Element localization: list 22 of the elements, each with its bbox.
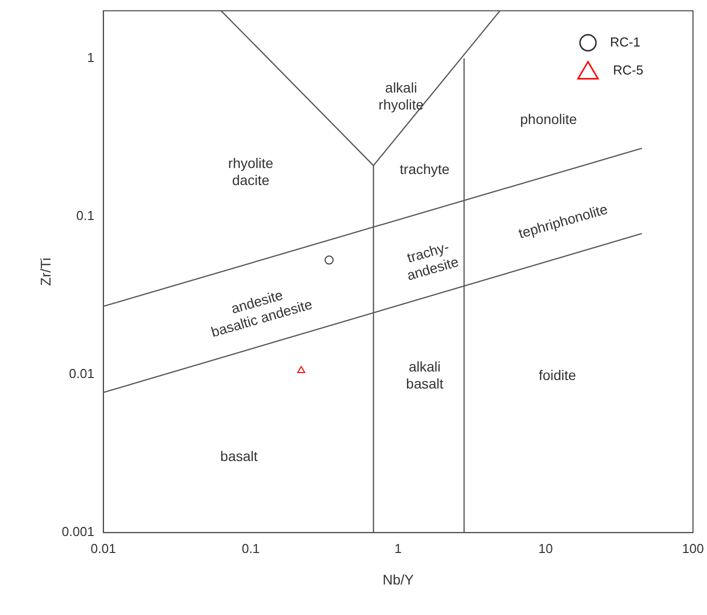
x-tick-label: 0.01: [90, 540, 116, 556]
x-tick-label: 1: [394, 540, 402, 556]
annotation: alkali basalt: [406, 358, 444, 392]
legend-label: RC-1: [610, 34, 640, 50]
y-tick-label: 0.1: [76, 208, 94, 224]
x-tick-label: 10: [538, 540, 553, 556]
annotation: foidite: [538, 366, 576, 383]
annotation: andesite basaltic andesite: [209, 286, 314, 340]
x-axis-title: Nb/Y: [382, 571, 414, 588]
annotation: basalt: [220, 448, 258, 464]
annotation: trachyte: [400, 160, 450, 177]
y-tick-label: 0.01: [69, 366, 94, 382]
x-tick-label: 0.1: [242, 540, 260, 556]
y-tick-label: 0.001: [62, 524, 94, 540]
y-tick-label: 1: [87, 50, 94, 65]
y-axis-title: Zr/Ti: [37, 258, 54, 286]
annotation: rhyolite dacite: [228, 154, 274, 188]
annotation: trachy- andesite: [405, 238, 460, 284]
annotation: phonolite: [520, 111, 578, 128]
annotation: alkali rhyolite: [378, 79, 424, 112]
legend-label: RC-5: [613, 62, 644, 78]
x-tick-label: 100: [682, 540, 704, 556]
